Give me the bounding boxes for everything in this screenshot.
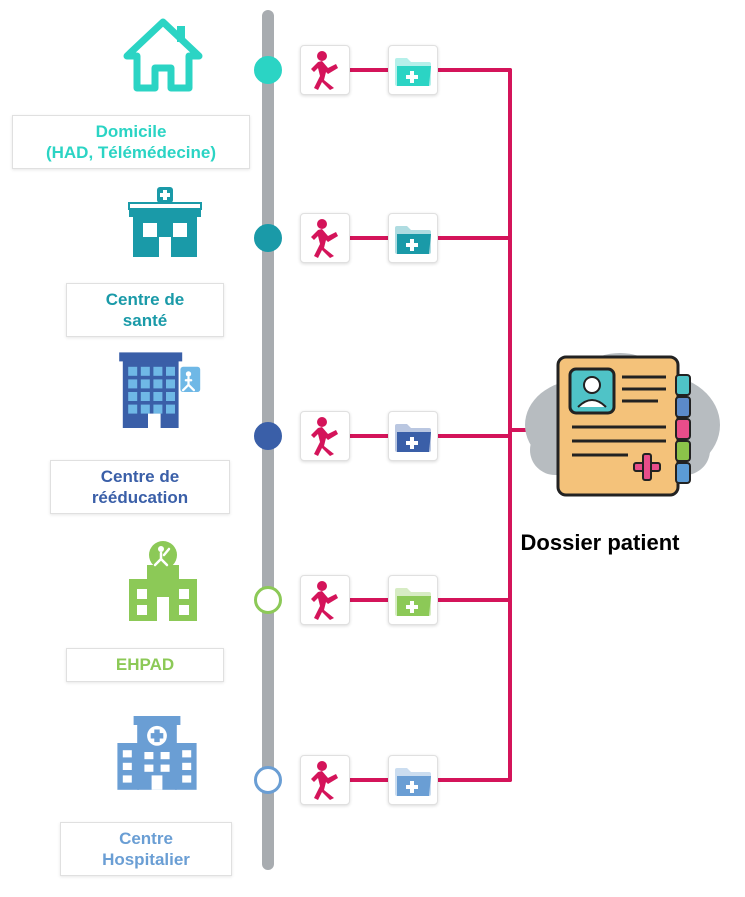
care-setting-icon xyxy=(120,183,210,263)
walking-person-icon xyxy=(300,411,350,461)
care-setting-icon xyxy=(118,16,208,96)
walking-person-icon xyxy=(300,45,350,95)
timeline-dot xyxy=(254,422,282,450)
care-setting-icon xyxy=(118,545,208,625)
timeline-dot xyxy=(254,224,282,252)
diagram-canvas: Domicile(HAD, Télémédecine) Centre desan… xyxy=(0,0,745,897)
timeline-dot xyxy=(254,766,282,794)
care-setting-icon xyxy=(112,358,202,438)
care-setting-label: Centre desanté xyxy=(66,283,224,337)
dossier-label: Dossier patient xyxy=(515,530,685,556)
walking-person-icon xyxy=(300,213,350,263)
care-setting-label: EHPAD xyxy=(66,648,224,682)
folder-icon xyxy=(388,213,438,263)
care-setting-label: CentreHospitalier xyxy=(60,822,232,876)
timeline-dot xyxy=(254,586,282,614)
care-setting-label: Centre derééducation xyxy=(50,460,230,514)
walking-person-icon xyxy=(300,575,350,625)
timeline-dot xyxy=(254,56,282,84)
folder-icon xyxy=(388,575,438,625)
folder-icon xyxy=(388,411,438,461)
folder-icon xyxy=(388,755,438,805)
label-text: CentreHospitalier xyxy=(102,828,190,871)
label-text: EHPAD xyxy=(116,654,174,675)
care-setting-icon xyxy=(112,718,202,798)
label-text: Domicile(HAD, Télémédecine) xyxy=(46,121,216,164)
label-text: Centre derééducation xyxy=(92,466,188,509)
label-text: Centre desanté xyxy=(106,289,184,332)
dossier-patient-icon xyxy=(510,335,730,525)
care-setting-label: Domicile(HAD, Télémédecine) xyxy=(12,115,250,169)
folder-icon xyxy=(388,45,438,95)
walking-person-icon xyxy=(300,755,350,805)
